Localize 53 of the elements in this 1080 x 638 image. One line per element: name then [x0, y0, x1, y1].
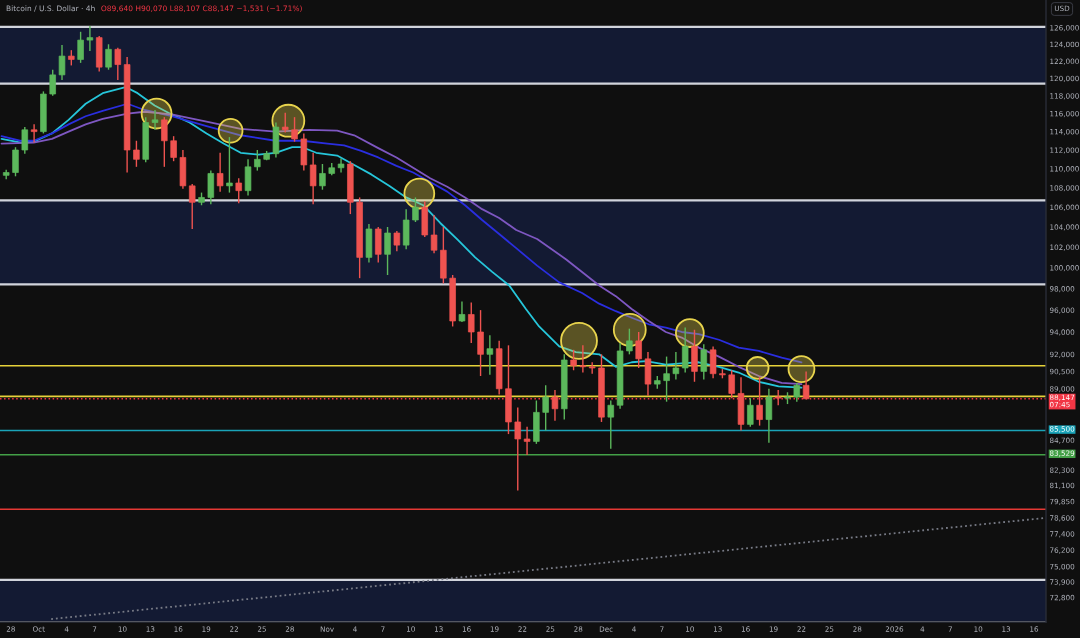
candlestick [291, 116, 298, 143]
candlestick [77, 31, 84, 64]
candlestick [514, 406, 521, 492]
candlestick [588, 361, 596, 375]
candlestick [393, 230, 401, 252]
candlestick [551, 389, 559, 422]
candlestick [635, 331, 642, 369]
candlestick [105, 43, 112, 71]
candlestick [235, 177, 242, 204]
candlestick [151, 109, 159, 131]
candlestick [579, 344, 587, 374]
candlestick [207, 169, 215, 205]
candlestick [309, 152, 317, 205]
candlestick [244, 158, 252, 197]
candlestick [226, 136, 233, 194]
candlestick [728, 369, 735, 399]
candlestick [681, 326, 689, 374]
candlestick [30, 123, 38, 144]
candlestick [430, 214, 438, 254]
candlestick [337, 157, 345, 174]
candlestick [384, 226, 391, 276]
candlestick [672, 351, 680, 381]
candlestick [58, 44, 66, 81]
candlestick [486, 334, 494, 376]
candlestick [756, 376, 763, 427]
candlestick [663, 355, 670, 403]
candlestick [626, 327, 633, 356]
candlestick [133, 140, 140, 168]
candlestick [86, 25, 94, 52]
candlestick [319, 163, 326, 191]
candlestick [21, 126, 29, 155]
candlestick [282, 111, 289, 134]
candlestick [709, 345, 717, 380]
candlestick [114, 46, 122, 81]
candlestick [477, 309, 484, 377]
candlestick [700, 343, 708, 381]
candlestick [49, 69, 56, 97]
candlestick [188, 183, 196, 230]
candlestick [12, 146, 19, 177]
candlestick [607, 399, 615, 450]
candlestick [542, 384, 549, 432]
candlestick [765, 388, 773, 444]
candlestick [523, 426, 531, 456]
candlestick [254, 149, 261, 172]
candlestick [793, 382, 801, 403]
candlestick [747, 397, 754, 428]
candlestick [412, 196, 419, 223]
candlestick [216, 152, 224, 193]
candlestick [570, 349, 577, 371]
candlestick [802, 370, 810, 401]
candlestick [170, 135, 177, 162]
candlestick [468, 301, 475, 344]
candlestick [161, 116, 168, 168]
